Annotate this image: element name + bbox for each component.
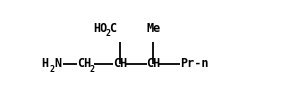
Text: CH: CH [114,57,128,70]
Text: 2: 2 [105,29,110,38]
Text: 2: 2 [89,65,94,74]
Text: CH: CH [77,57,91,70]
Text: Pr-n: Pr-n [180,57,208,70]
Text: H: H [41,57,49,70]
Text: C: C [109,22,116,35]
Text: CH: CH [147,57,161,70]
Text: 2: 2 [50,65,55,74]
Text: N: N [54,57,61,70]
Text: Me: Me [146,22,160,35]
Text: HO: HO [93,22,107,35]
